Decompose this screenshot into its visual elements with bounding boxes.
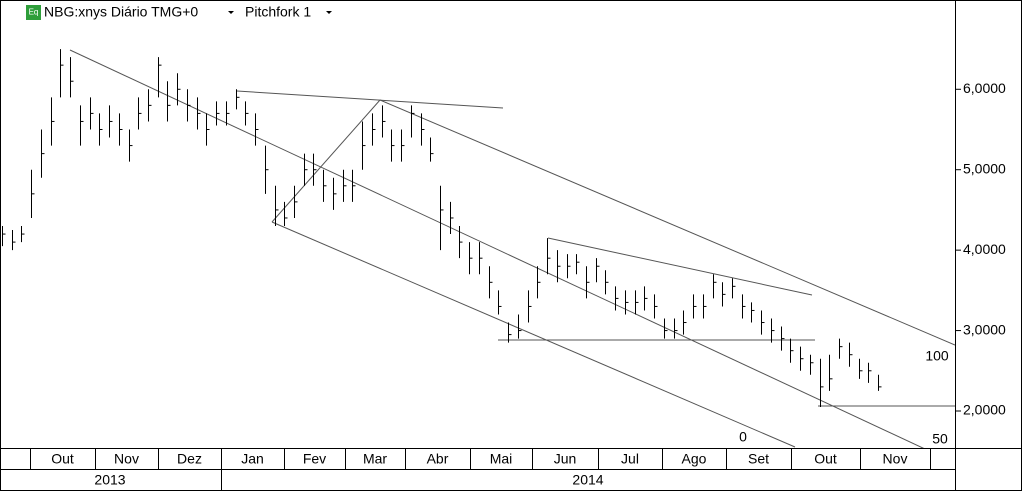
month-label: Jun	[554, 451, 577, 467]
y-tick-label: 2,0000	[963, 402, 1006, 418]
pitchfork-label: 0	[739, 429, 747, 445]
header: Eq NBG:xnys Diário TMG+0 Pitchfork 1	[26, 4, 332, 20]
month-label: Jan	[241, 451, 264, 467]
icon	[26, 5, 41, 20]
month-label: Nov	[883, 451, 908, 467]
pitchfork-label: 50	[932, 431, 948, 447]
drawings	[69, 49, 955, 448]
month-label: Ago	[682, 451, 707, 467]
study-title[interactable]: Pitchfork 1	[245, 4, 311, 20]
year-label: 2013	[94, 472, 125, 488]
month-label: Mar	[363, 451, 387, 467]
lower-tine	[271, 221, 796, 448]
y-tick-label: 4,0000	[963, 241, 1006, 257]
dropdown-arrow[interactable]	[326, 11, 332, 14]
month-label: Abr	[427, 451, 449, 467]
y-tick-label: 3,0000	[963, 321, 1006, 337]
pitchfork-label: 100	[925, 348, 949, 364]
year-label: 2014	[572, 472, 603, 488]
month-label: Out	[814, 451, 837, 467]
month-label: Nov	[114, 451, 139, 467]
month-label: Mai	[490, 451, 513, 467]
month-label: Dez	[177, 451, 202, 467]
symbol-title[interactable]: NBG:xnys Diário TMG+0	[44, 4, 198, 20]
trend-line	[236, 90, 504, 109]
y-tick-label: 5,0000	[963, 160, 1006, 176]
icon-label: Eq	[29, 8, 39, 17]
month-label: Set	[748, 451, 769, 467]
month-label: Out	[51, 451, 74, 467]
price-bars	[2, 49, 882, 407]
dropdown-arrow[interactable]	[228, 11, 234, 14]
handle	[271, 99, 381, 223]
y-tick-label: 6,0000	[963, 80, 1006, 96]
month-label: Fev	[303, 451, 326, 467]
trend-line	[547, 237, 813, 296]
median-line	[69, 49, 925, 448]
month-label: Jul	[621, 451, 639, 467]
upper-tine	[379, 99, 955, 346]
